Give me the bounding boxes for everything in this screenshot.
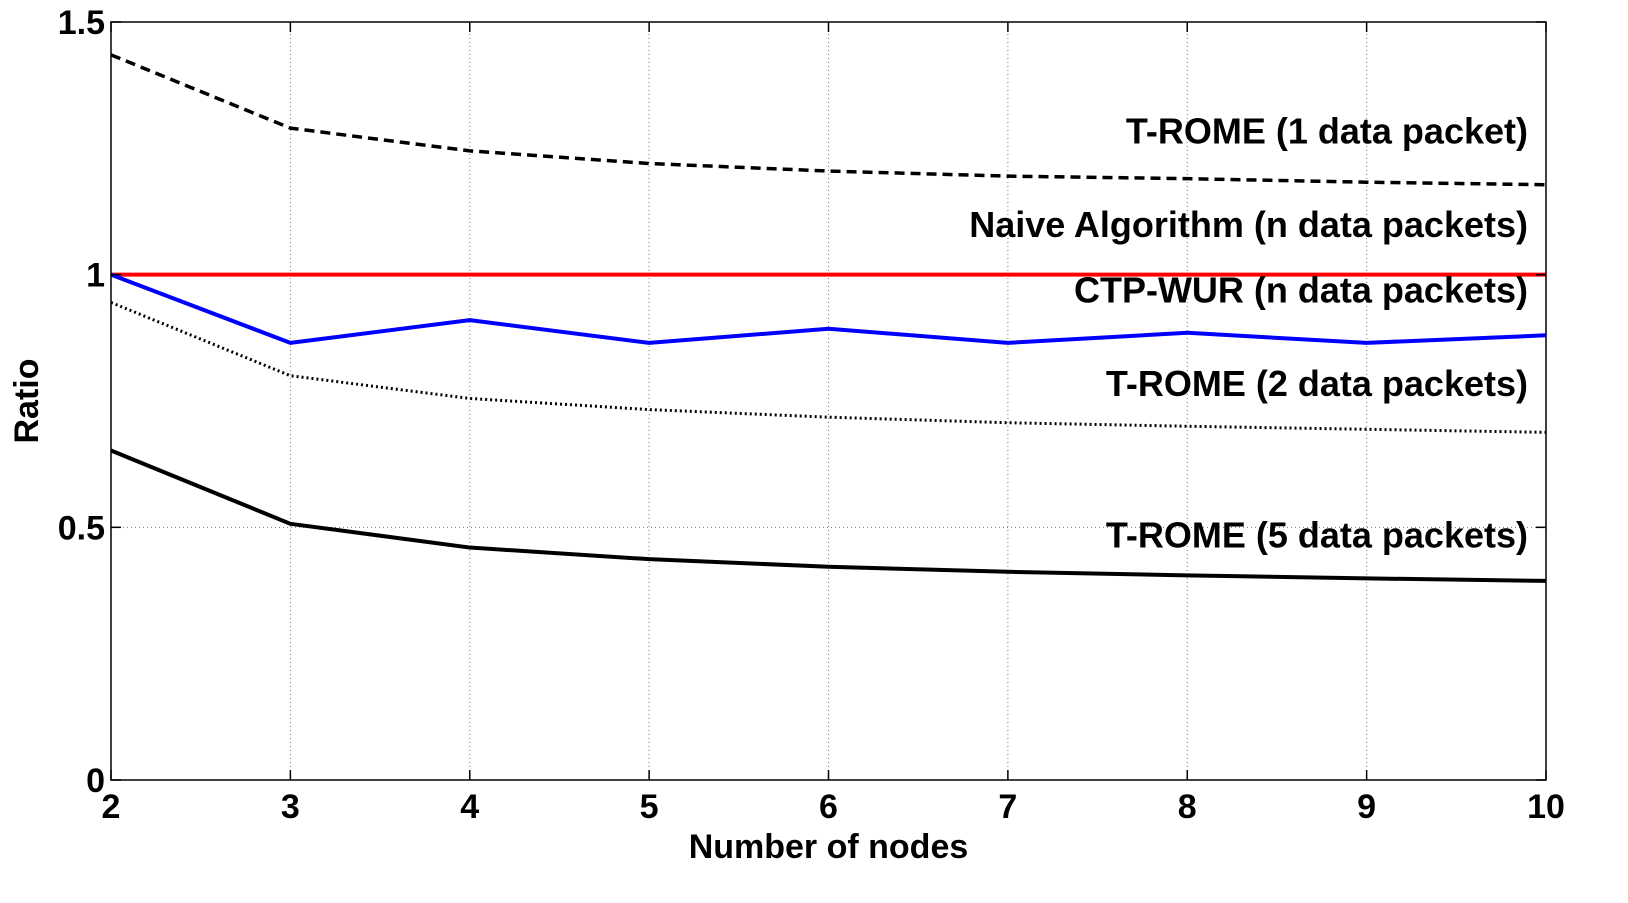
x-tick-label: 9 xyxy=(1357,788,1376,826)
series-line-5 xyxy=(110,448,1547,583)
series-line-3 xyxy=(110,272,1547,345)
x-tick-label: 8 xyxy=(1178,788,1197,826)
y-axis-label: Ratio xyxy=(8,359,46,444)
series-annotation-label-2: Naive Algorithm (n data packets) xyxy=(969,204,1528,245)
x-tick-label: 10 xyxy=(1527,788,1565,826)
x-tick-label: 5 xyxy=(640,788,659,826)
x-tick-label: 4 xyxy=(460,788,479,826)
x-tick-label: 2 xyxy=(102,788,121,826)
x-tick-label: 6 xyxy=(819,788,838,826)
y-tick-label: 1 xyxy=(86,257,105,295)
tick-layer: 2 3 4 5 6 7 8 9 10 0 0.5 1 1.5 xyxy=(58,4,1565,826)
series-layer xyxy=(110,53,1547,583)
series-annotation-label-5: T-ROME (5 data packets) xyxy=(1106,515,1528,556)
series-annotation-label-4: T-ROME (2 data packets) xyxy=(1106,363,1528,404)
series-annotation-label-1: T-ROME (1 data packet) xyxy=(1126,110,1528,151)
y-tick-label: 1.5 xyxy=(58,4,105,42)
x-tick-label: 3 xyxy=(281,788,300,826)
y-tick-label: 0 xyxy=(86,762,105,800)
x-axis-label: Number of nodes xyxy=(689,828,969,866)
annotation-layer: T-ROME (1 data packet) Naive Algorithm (n… xyxy=(969,110,1528,555)
y-tick-label: 0.5 xyxy=(58,509,105,547)
series-annotation-label-3: CTP-WUR (n data packets) xyxy=(1074,269,1528,310)
x-tick-label: 7 xyxy=(998,788,1017,826)
